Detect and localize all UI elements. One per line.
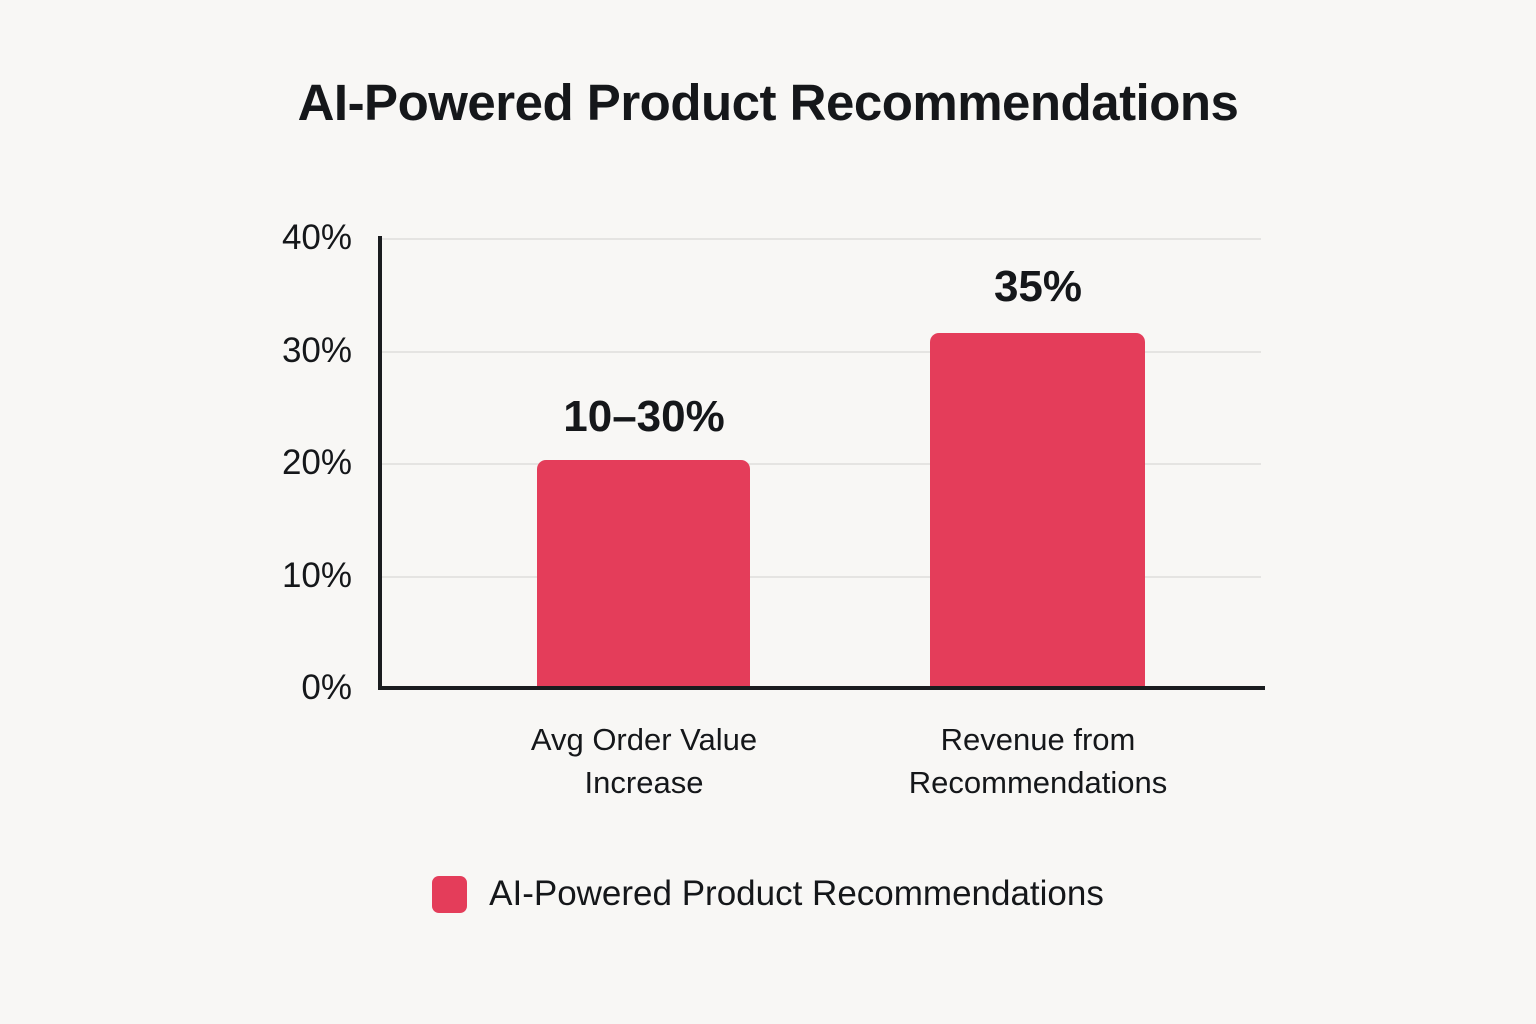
legend-label[interactable]: AI-Powered Product Recommendations (489, 874, 1104, 913)
legend-swatch-icon (432, 875, 468, 913)
bar-avg-order-value-increase[interactable] (537, 460, 750, 688)
y-tick-label-10: 10% (281, 555, 352, 595)
gridline-40 (382, 238, 1261, 240)
gridline-20 (382, 463, 1261, 465)
y-tick-label-20: 20% (281, 443, 352, 482)
y-axis-tick-labels: 40% 30% 20% 10% 0% (222, 0, 352, 1024)
x-category-line-2: Recommendations (908, 764, 1168, 800)
x-category-line-1: Avg Order Value (530, 722, 758, 757)
bar-value-label-revenue-from-recommendations: 35% (993, 262, 1083, 311)
bar-value-label-avg-order-value-increase: 10–30% (563, 392, 725, 441)
plot-area (382, 238, 1261, 688)
gridline-10 (382, 575, 1261, 578)
x-axis-line (378, 686, 1265, 690)
gridline-30 (382, 350, 1261, 353)
chart-title: AI-Powered Product Recommendations (297, 74, 1239, 131)
bar-revenue-from-recommendations[interactable] (930, 333, 1145, 688)
y-tick-label-30: 30% (281, 330, 352, 370)
x-category-line-1: Revenue from (940, 722, 1136, 757)
x-category-line-2: Increase (584, 764, 704, 800)
x-category-label-avg-order-value-increase: Avg Order Value Increase (464, 719, 824, 805)
y-axis-line (378, 236, 382, 690)
y-tick-label-0: 0% (301, 668, 352, 707)
y-tick-label-40: 40% (281, 218, 352, 257)
chart-legend: AI-Powered Product Recommendations (0, 874, 1536, 914)
x-category-label-revenue-from-recommendations: Revenue from Recommendations (858, 719, 1218, 805)
